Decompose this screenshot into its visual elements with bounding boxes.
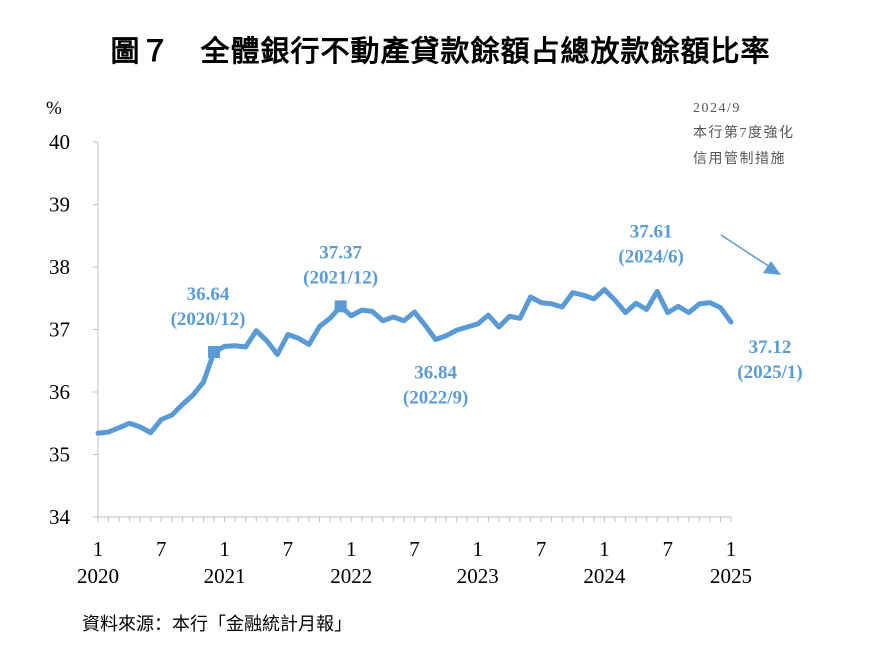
annotation-period: (2025/1) <box>737 362 802 383</box>
annotation-value: 36.64 <box>187 284 230 305</box>
y-tick-label: 36 <box>49 380 70 404</box>
x-tick-month: 7 <box>156 537 167 561</box>
note-arrow-shaft <box>720 234 771 268</box>
x-tick-year: 2024 <box>583 564 626 588</box>
y-tick-label: 35 <box>49 443 70 467</box>
x-tick-year: 2025 <box>710 564 752 588</box>
data-point-marker <box>334 300 347 313</box>
note-line: 信用管制措施 <box>693 151 786 167</box>
x-tick-year: 2023 <box>457 564 499 588</box>
x-tick-year: 2020 <box>77 564 119 588</box>
x-tick-month: 1 <box>599 537 610 561</box>
x-tick-month: 7 <box>536 537 547 561</box>
x-tick-month: 7 <box>283 537 294 561</box>
annotations: 36.64 (2020/12) 37.37 (2021/12) 36.84 (2022/9… <box>171 221 803 408</box>
x-tick-month: 1 <box>473 537 484 561</box>
series-line <box>95 287 734 436</box>
chart-title: 圖７ 全體銀行不動產貸款餘額占總放款餘額比率 <box>110 34 771 68</box>
x-tick-month: 1 <box>93 537 104 561</box>
series <box>95 287 734 436</box>
x-ticks: 1 2020 7 1 2021 7 1 2022 7 1 2023 7 1 2024 7 1 2025 <box>77 517 752 588</box>
annotation-value: 37.12 <box>749 337 792 358</box>
source-note: 資料來源：本行「金融統計月報」 <box>82 614 352 635</box>
note-line: 本行第7度強化 <box>693 124 795 141</box>
x-tick-month: 7 <box>662 537 673 561</box>
markers <box>208 300 347 358</box>
x-tick-month: 1 <box>726 537 737 561</box>
y-tick-label: 37 <box>49 318 70 342</box>
y-ticks: 34 35 36 37 38 39 40% <box>46 98 98 529</box>
x-tick-month: 1 <box>346 537 357 561</box>
annotation-period: (2022/9) <box>403 388 468 409</box>
y-tick-label: 39 <box>49 193 70 217</box>
annotation-value: 37.61 <box>630 221 673 242</box>
y-tick-label: 34 <box>49 505 71 529</box>
annotation-period: (2021/12) <box>303 267 378 288</box>
annotation-value: 36.84 <box>414 363 457 384</box>
y-axis-unit: % <box>46 98 62 119</box>
annotation-value: 37.37 <box>319 242 362 263</box>
annotation-period: (2024/6) <box>618 246 683 267</box>
y-tick-label: 40 <box>49 130 70 154</box>
data-point-marker <box>208 346 221 358</box>
x-tick-month: 7 <box>409 537 420 561</box>
x-tick-year: 2022 <box>330 564 372 588</box>
x-tick-month: 1 <box>219 537 230 561</box>
note-line: 2024/9 <box>693 101 741 116</box>
annotation-period: (2020/12) <box>171 309 246 330</box>
x-tick-year: 2021 <box>204 564 246 588</box>
note-arrow-head <box>763 261 781 275</box>
y-tick-label: 38 <box>49 255 70 279</box>
